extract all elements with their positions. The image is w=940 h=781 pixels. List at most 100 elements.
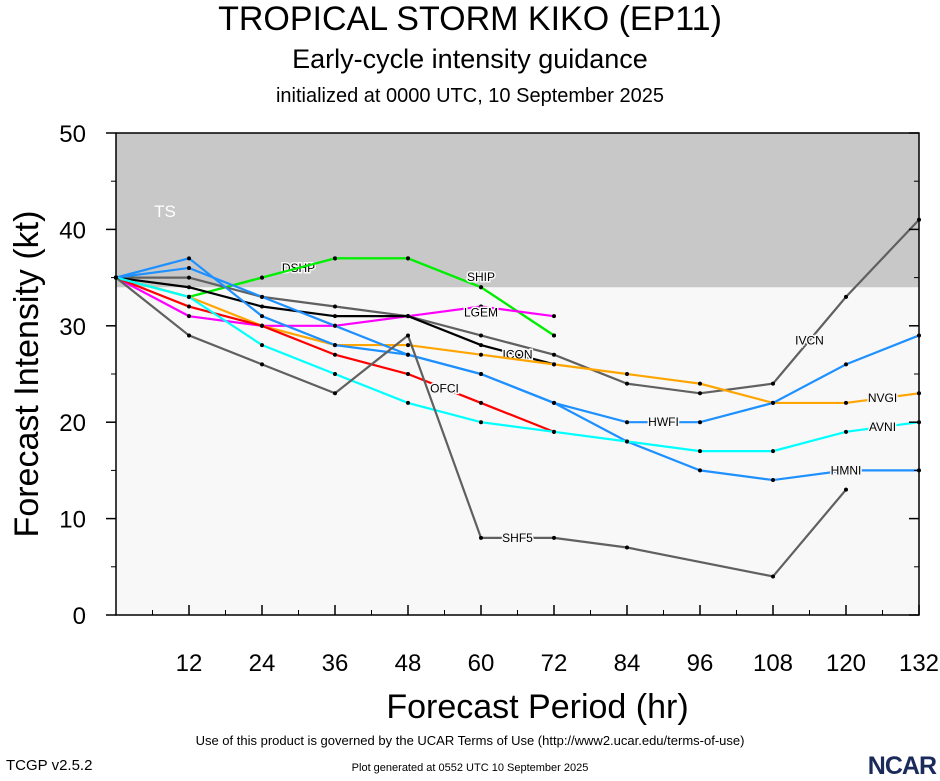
data-point: [479, 343, 483, 348]
data-point: [187, 256, 191, 261]
data-point: [406, 372, 410, 376]
data-point: [333, 256, 337, 261]
data-point: [771, 381, 775, 386]
data-point: [771, 574, 775, 579]
x-tick-label: 72: [541, 650, 568, 677]
data-point: [552, 314, 556, 319]
data-point: [844, 468, 848, 473]
series-label: SHIP: [467, 270, 495, 284]
data-point: [187, 294, 191, 299]
version-label: TCGP v2.5.2: [6, 757, 93, 774]
series-label: IVCN: [795, 333, 824, 347]
series-label: HMNI: [831, 463, 862, 477]
data-point: [625, 420, 629, 425]
data-point: [406, 256, 410, 261]
chart-subtitle: Early-cycle intensity guidance: [292, 44, 648, 74]
data-point: [406, 352, 410, 357]
band-label: TS: [154, 202, 176, 221]
init-time: initialized at 0000 UTC, 10 September 20…: [275, 85, 664, 107]
data-point: [771, 400, 775, 405]
series-line: [115, 276, 847, 578]
data-point: [552, 400, 556, 405]
data-point: [479, 333, 483, 338]
data-point: [625, 381, 629, 386]
data-point: [771, 449, 775, 454]
data-point: [552, 352, 556, 357]
x-tick-label: 84: [614, 650, 641, 677]
data-point: [698, 449, 702, 454]
data-point: [260, 314, 264, 319]
data-point: [698, 468, 702, 473]
generated-time: Plot generated at 0552 UTC 10 September …: [351, 762, 589, 774]
series-hmni: HMNI: [114, 256, 921, 483]
data-point: [333, 304, 337, 309]
x-tick-label: 12: [176, 650, 203, 677]
data-point: [260, 362, 264, 367]
data-point: [260, 343, 264, 348]
data-point: [406, 314, 410, 319]
y-tick-label: 30: [59, 314, 86, 341]
data-point: [844, 429, 848, 434]
data-point: [260, 323, 264, 328]
data-point: [698, 420, 702, 425]
data-point: [333, 372, 337, 376]
data-point: [844, 294, 848, 299]
data-point: [479, 285, 483, 290]
data-point: [552, 429, 556, 434]
data-point: [333, 323, 337, 328]
data-point: [333, 314, 337, 319]
data-point: [260, 275, 264, 280]
data-point: [187, 304, 191, 309]
data-point: [698, 381, 702, 386]
y-tick-label: 20: [59, 410, 86, 437]
x-tick-label: 48: [395, 650, 422, 677]
data-point: [479, 352, 483, 357]
data-point: [479, 420, 483, 425]
ncar-logo: NCAR: [867, 752, 937, 780]
data-point: [479, 304, 483, 309]
series-line: [116, 219, 920, 395]
data-point: [844, 400, 848, 405]
data-point: [406, 333, 410, 338]
x-tick-label: 108: [753, 650, 793, 677]
data-point: [479, 535, 483, 540]
data-point: [552, 535, 556, 540]
x-tick-label: 60: [468, 650, 495, 677]
y-axis-label: Forecast Intensity (kt): [8, 211, 46, 538]
x-tick-label: 132: [899, 650, 939, 677]
series-line: [115, 276, 920, 405]
terms-of-use: Use of this product is governed by the U…: [195, 733, 745, 748]
data-point: [479, 400, 483, 405]
data-point: [187, 333, 191, 338]
data-point: [333, 391, 337, 396]
data-point: [187, 285, 191, 290]
data-point: [187, 275, 191, 280]
series-label: SHF5: [502, 531, 533, 545]
series-label: OFCI: [430, 381, 459, 395]
data-point: [187, 314, 191, 319]
data-point: [625, 545, 629, 550]
data-point: [187, 265, 191, 270]
data-point: [625, 372, 629, 376]
x-tick-label: 24: [249, 650, 276, 677]
y-tick-label: 50: [59, 121, 86, 148]
x-tick-label: 120: [826, 650, 866, 677]
data-point: [333, 352, 337, 357]
data-point: [479, 372, 483, 376]
data-point: [844, 362, 848, 367]
y-tick-label: 0: [73, 603, 86, 630]
intensity-band: [116, 133, 919, 288]
data-point: [333, 343, 337, 348]
series-label: AVNI: [869, 420, 896, 434]
data-point: [260, 294, 264, 299]
series-line: [115, 257, 919, 482]
chart-title: TROPICAL STORM KIKO (EP11): [218, 0, 722, 38]
y-tick-label: 10: [59, 507, 86, 534]
x-axis-label: Forecast Period (hr): [386, 688, 688, 726]
series-label: HWFI: [648, 415, 679, 429]
x-tick-label: 96: [687, 650, 714, 677]
data-point: [260, 304, 264, 309]
series-avni: AVNI: [114, 275, 921, 454]
